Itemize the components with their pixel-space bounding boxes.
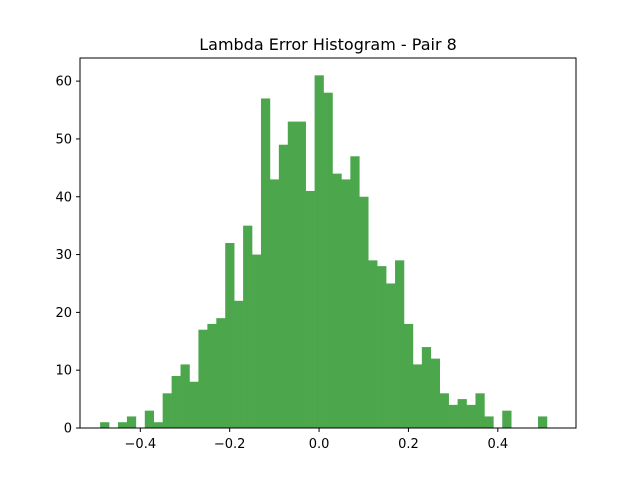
histogram-bar: [314, 75, 324, 428]
y-tick-label: 10: [55, 364, 72, 379]
x-tick-label: 0.2: [398, 437, 419, 452]
histogram-bar: [260, 98, 271, 428]
histogram-bar: [180, 364, 190, 428]
chart-title: Lambda Error Histogram - Pair 8: [199, 35, 457, 54]
x-axis: −0.4 −0.2 0.0 0.2 0.4: [125, 428, 508, 452]
histogram-bar: [412, 364, 423, 428]
histogram-bar: [287, 121, 298, 428]
histogram-bar: [403, 323, 414, 428]
histogram-bar: [538, 416, 548, 428]
histogram-bar: [189, 381, 199, 428]
histogram-bar: [296, 121, 306, 428]
x-tick-label: −0.2: [214, 437, 246, 452]
histogram-bar: [323, 92, 333, 428]
x-tick-label: −0.4: [125, 437, 157, 452]
histogram-bar: [162, 393, 172, 428]
histogram-bar: [484, 416, 494, 428]
histogram-bar: [332, 173, 342, 428]
y-tick-label: 60: [55, 75, 72, 90]
histogram-bar: [144, 410, 155, 428]
histogram-bar: [430, 358, 441, 428]
plot-frame: [79, 57, 577, 429]
histogram-bar: [421, 347, 432, 428]
histogram-bar: [502, 410, 512, 428]
histogram-bar: [126, 416, 137, 428]
histogram-bar: [377, 266, 387, 428]
histogram-bar: [100, 422, 110, 428]
y-tick-label: 30: [55, 248, 72, 263]
y-tick-label: 20: [55, 306, 72, 321]
histogram-bar: [234, 300, 244, 428]
histogram-bar: [457, 399, 467, 428]
y-tick-label: 50: [55, 132, 72, 147]
histogram-bar: [216, 318, 226, 428]
histogram-bar: [117, 422, 128, 428]
histogram-bar: [395, 260, 405, 428]
y-axis: 0 10 20 30 40 50 60: [55, 75, 80, 437]
histogram-bar: [341, 179, 351, 428]
histogram-bar: [359, 196, 369, 428]
histogram-bar: [243, 225, 253, 428]
histogram-bar: [386, 283, 396, 428]
histogram-bar: [475, 393, 485, 428]
y-tick-label: 40: [55, 190, 72, 205]
histogram-bar: [368, 260, 378, 428]
histogram-bar: [198, 329, 208, 428]
x-tick-label: 0.4: [487, 437, 508, 452]
x-tick-label: 0.0: [309, 437, 330, 452]
histogram-bar: [225, 243, 235, 428]
bars-group: [100, 75, 548, 428]
histogram-bar: [153, 422, 163, 428]
histogram-bar: [448, 404, 458, 428]
histogram-bar: [252, 254, 262, 428]
histogram-bar: [171, 375, 181, 428]
histogram-bar: [207, 323, 217, 428]
histogram-bar: [305, 190, 315, 428]
histogram-bar: [350, 156, 360, 428]
histogram-bar: [278, 144, 289, 428]
y-tick-label: 0: [64, 422, 72, 437]
histogram-bar: [269, 179, 280, 428]
histogram-bar: [466, 404, 476, 428]
histogram-bar: [439, 393, 449, 428]
